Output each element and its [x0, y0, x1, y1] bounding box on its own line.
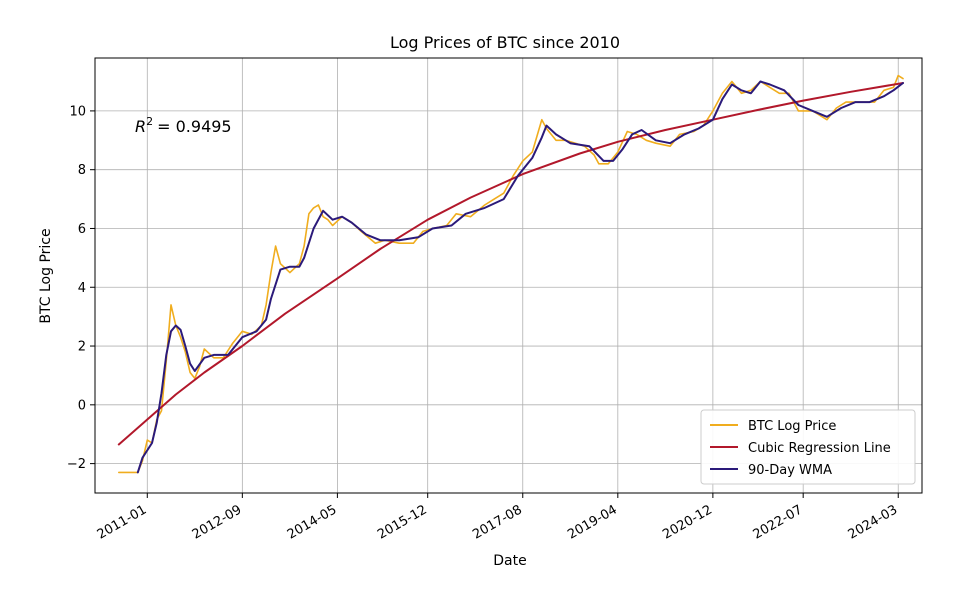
- y-tick-label: 8: [78, 163, 86, 178]
- legend-box: [700, 409, 916, 485]
- legend-label-90-day-wma: 90-Day WMA: [748, 463, 832, 478]
- y-tick-label: 10: [69, 104, 86, 119]
- series-90-day-wma: [136, 80, 904, 474]
- y-axis-label: BTC Log Price: [38, 228, 54, 323]
- plot-frame: [94, 57, 923, 494]
- x-axis-label: Date: [493, 553, 526, 569]
- y-tick-label: 0: [78, 398, 86, 413]
- r-squared-value: = 0.9495: [157, 117, 231, 136]
- y-tick-label: 2: [78, 340, 86, 355]
- r-squared-exponent: 2: [146, 115, 153, 128]
- legend-label-cubic-regression: Cubic Regression Line: [748, 441, 891, 456]
- r-squared-symbol: R: [135, 117, 146, 136]
- y-tick-label: 6: [78, 222, 86, 237]
- r-squared-annotation: R2 = 0.9495: [135, 115, 232, 136]
- legend-label-btc-log-price: BTC Log Price: [748, 419, 836, 434]
- legend: BTC Log Price Cubic Regression Line 90-D…: [700, 409, 916, 485]
- series-cubic-regression: [117, 82, 904, 446]
- y-tick-label: 4: [78, 281, 86, 296]
- chart-title: Log Prices of BTC since 2010: [390, 33, 620, 52]
- series-layer: [117, 74, 904, 474]
- y-tick-label: −2: [67, 457, 86, 472]
